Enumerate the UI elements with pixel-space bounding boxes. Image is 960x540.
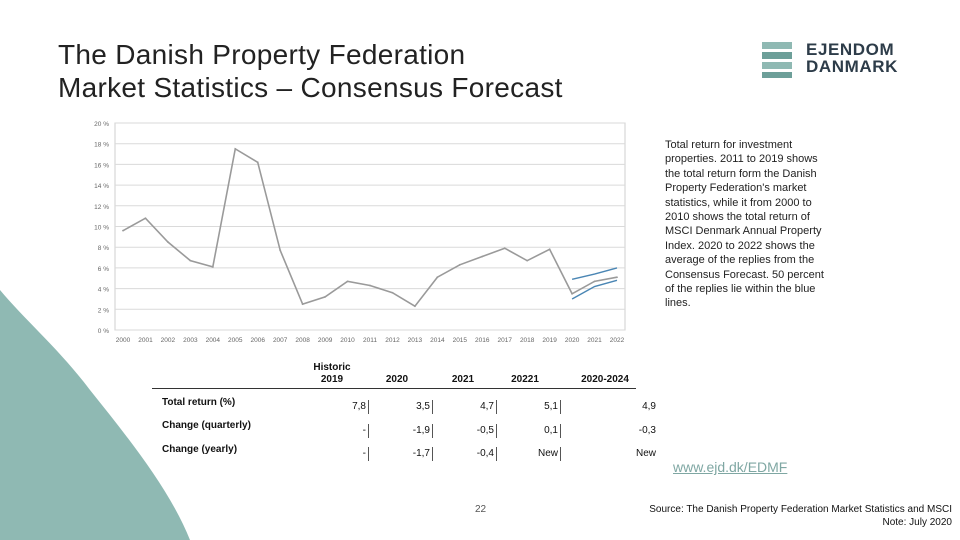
data-point (503, 247, 506, 250)
cell-change-yearly-2020-2024: New (635, 448, 656, 459)
x-tick-label: 2008 (295, 337, 310, 344)
table-rule (152, 388, 636, 389)
data-point (616, 276, 618, 279)
y-tick-label: 12 % (94, 204, 109, 211)
edmf-link[interactable]: www.ejd.dk/EDMF (673, 459, 788, 475)
lower-band-line (571, 279, 618, 300)
title-line-1: The Danish Property Federation (58, 39, 466, 70)
x-tick-label: 2014 (430, 337, 445, 344)
y-tick-label: 4 % (98, 287, 109, 294)
cell-change-quarterly-2021: -0,5 (432, 424, 497, 438)
x-tick-label: 2005 (228, 337, 243, 344)
total-return-line-chart: 0 % 2 % 4 % 6 % 8 % 10 % 12 % 14 % 16 % 18 % 20 % 2… (94, 121, 626, 344)
data-point (571, 292, 573, 295)
col-header-2021: 2021 (451, 374, 475, 385)
x-tick-label: 2009 (318, 337, 333, 344)
col-header-historic-2019: Historic 2019 (313, 362, 351, 385)
note-line: Note: July 2020 (882, 517, 953, 528)
title-line-2: Market Statistics – Consensus Forecast (58, 72, 563, 103)
x-tick-label: 2020 (565, 337, 580, 344)
logo-line-2: DANMARK (806, 57, 899, 76)
x-tick-label: 2010 (340, 337, 355, 344)
data-point (436, 276, 439, 279)
cell-change-quarterly-2022: 0,1 (496, 424, 561, 438)
data-point (189, 259, 192, 262)
x-tick-label: 2017 (497, 337, 512, 344)
data-point (211, 265, 214, 268)
y-tick-label: 0 % (98, 328, 109, 335)
row-label-total-return: Total return (%) (162, 397, 236, 408)
data-point (369, 284, 371, 287)
data-point (279, 249, 282, 252)
data-point (167, 241, 169, 243)
x-tick-label: 2003 (183, 337, 198, 344)
data-point (391, 291, 394, 294)
x-tick-label: 2016 (475, 337, 490, 344)
y-tick-label: 6 % (98, 266, 109, 273)
y-tick-label: 18 % (94, 142, 109, 149)
slide-title: The Danish Property Federation Market St… (58, 38, 563, 104)
data-point (548, 248, 551, 251)
col-header-2020-2024: 2020-2024 (581, 374, 629, 385)
logo-line-1: EJENDOM (806, 40, 895, 59)
logo-mark-icon (762, 42, 794, 78)
x-tick-label: 2022 (610, 337, 625, 344)
x-tick-label: 2002 (161, 337, 176, 344)
y-tick-label: 10 % (94, 225, 109, 232)
cell-total-return-2021: 4,7 (432, 400, 497, 414)
x-tick-label: 2006 (250, 337, 265, 344)
cell-total-return-2022: 5,1 (496, 400, 561, 414)
y-tick-label: 14 % (94, 183, 109, 190)
x-tick-label: 2000 (116, 337, 131, 344)
x-tick-label: 2019 (542, 337, 557, 344)
ejendom-danmark-logo: EJENDOM DANMARK (760, 40, 920, 80)
x-tick-label: 2015 (453, 337, 468, 344)
cell-total-return-2020-2024: 4,9 (642, 401, 656, 412)
data-point (481, 255, 484, 258)
source-line: Source: The Danish Property Federation M… (649, 504, 952, 515)
y-tick-label: 20 % (94, 121, 109, 128)
data-point (458, 263, 461, 266)
data-point (346, 280, 349, 283)
x-tick-label: 2018 (520, 337, 535, 344)
x-tick-label: 2013 (408, 337, 423, 344)
cell-change-quarterly-2020: -1,9 (368, 424, 433, 438)
cell-total-return-2019: 7,8 (320, 400, 369, 414)
row-label-change-quarterly: Change (quarterly) (162, 420, 251, 431)
data-point (324, 295, 326, 298)
cell-change-quarterly-2020-2024: -0,3 (638, 425, 656, 436)
x-tick-label: 2007 (273, 337, 288, 344)
row-label-change-yearly: Change (yearly) (162, 444, 238, 455)
y-tick-label: 2 % (98, 307, 109, 314)
x-tick-label: 2012 (385, 337, 400, 344)
page-number: 22 (475, 504, 487, 515)
data-point (526, 259, 529, 262)
cell-change-quarterly-2019: - (320, 424, 369, 438)
cell-change-yearly-2022: New (496, 447, 561, 461)
cell-total-return-2020: 3,5 (368, 400, 433, 414)
cell-change-yearly-2021: -0,4 (432, 447, 497, 461)
chart-explanation: Total return for investment properties. … (665, 139, 824, 310)
x-tick-label: 2001 (138, 337, 153, 344)
x-tick-label: 2021 (587, 337, 602, 344)
data-point (414, 305, 416, 308)
data-point (256, 161, 259, 164)
data-point (301, 303, 304, 306)
x-tick-label: 2004 (206, 337, 221, 344)
data-point (144, 217, 147, 220)
cell-change-yearly-2019: - (320, 447, 369, 461)
teal-decoration (0, 290, 190, 540)
col-header-20221: 20221 (511, 374, 539, 385)
source-note: Source: The Danish Property Federation M… (592, 503, 952, 529)
data-point (122, 229, 124, 232)
upper-band-line (571, 267, 618, 280)
y-tick-label: 8 % (98, 245, 109, 252)
cell-change-yearly-2020: -1,7 (368, 447, 433, 461)
col-header-2020: 2020 (385, 374, 409, 385)
data-point (234, 147, 237, 150)
data-point (593, 280, 596, 283)
x-tick-label: 2011 (363, 337, 377, 344)
y-tick-label: 16 % (94, 162, 109, 169)
